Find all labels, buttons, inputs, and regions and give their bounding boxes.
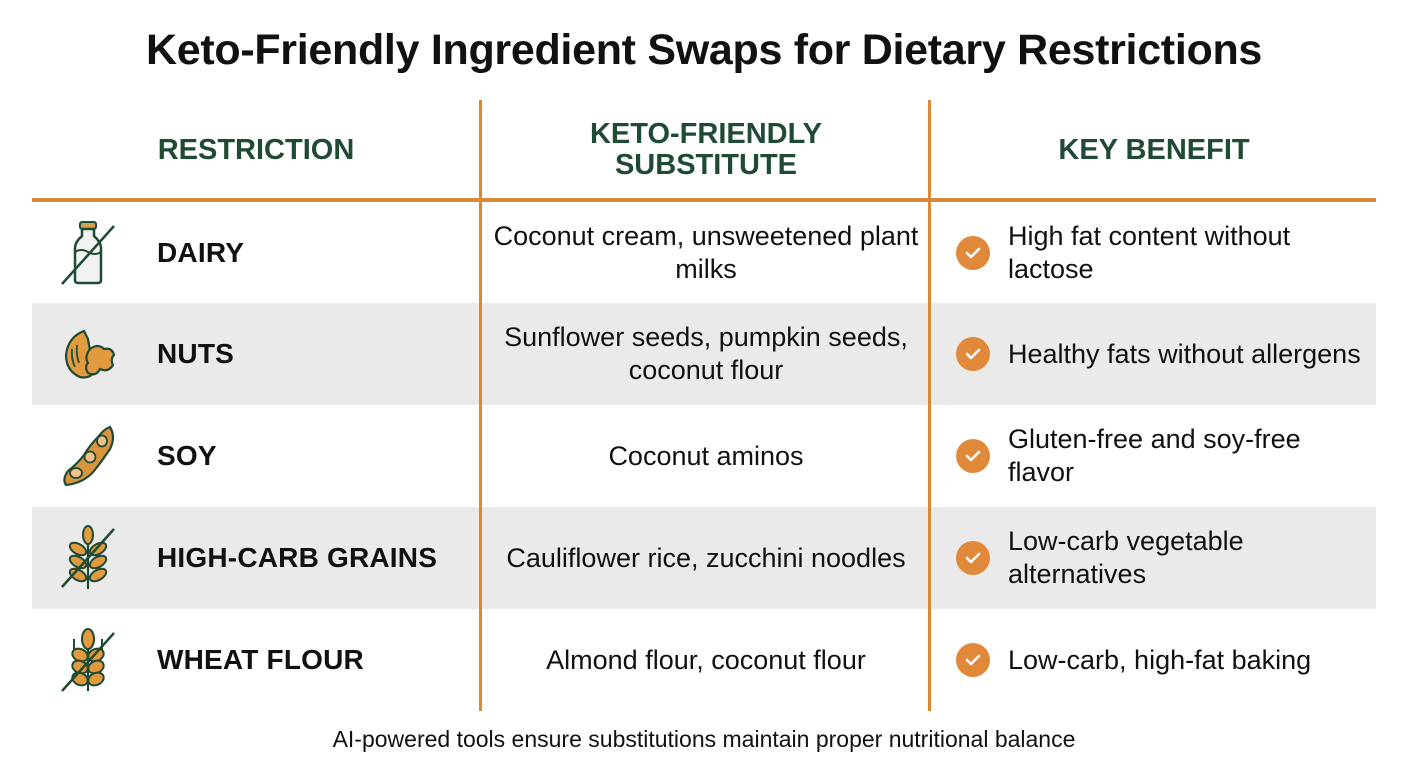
check-icon — [956, 236, 990, 270]
table-row: DAIRY Coconut cream, unsweetened plant m… — [32, 202, 1376, 304]
nuts-icon — [58, 319, 118, 389]
restriction-label: SOY — [157, 440, 217, 471]
header-substitute: KETO-FRIENDLY SUBSTITUTE — [483, 100, 929, 200]
substitute-cell: Coconut cream, unsweetened plant milks — [493, 221, 919, 284]
restriction-cell: WHEAT FLOUR — [32, 609, 480, 711]
benefit-text: Healthy fats without allergens — [1008, 338, 1361, 369]
column-divider-2 — [928, 100, 931, 711]
no-dairy-bottle-icon — [58, 218, 118, 288]
table-row: NUTS Sunflower seeds, pumpkin seeds, coc… — [32, 303, 1376, 405]
footer-caption: AI-powered tools ensure substitutions ma… — [332, 726, 1076, 752]
benefit-cell: Low-carb, high-fat baking — [932, 609, 1376, 711]
header-substitute-line1: KETO-FRIENDLY — [589, 118, 823, 150]
table-row: WHEAT FLOUR Almond flour, coconut flour … — [32, 609, 1376, 711]
no-grain-icon — [58, 523, 118, 593]
column-divider-1 — [479, 100, 482, 711]
substitute-cell: Sunflower seeds, pumpkin seeds, coconut … — [504, 322, 908, 385]
restriction-label: DAIRY — [157, 237, 245, 268]
benefit-text: Low-carb vegetable alternatives — [1008, 526, 1244, 589]
benefit-cell: Gluten-free and soy-free flavor — [932, 405, 1376, 507]
substitute-cell: Cauliflower rice, zucchini noodles — [506, 542, 906, 573]
substitute-cell: Coconut aminos — [608, 440, 804, 471]
check-icon — [956, 439, 990, 473]
restriction-cell: DAIRY — [32, 202, 480, 304]
soybean-pod-icon — [58, 421, 118, 491]
benefit-text: Gluten-free and soy-free flavor — [1008, 424, 1301, 487]
no-wheat-icon — [58, 625, 118, 695]
table-row: HIGH-CARB GRAINS Cauliflower rice, zucch… — [32, 507, 1376, 609]
substitute-cell: Almond flour, coconut flour — [546, 644, 866, 675]
restriction-cell: HIGH-CARB GRAINS — [32, 507, 480, 609]
page-title: Keto-Friendly Ingredient Swaps for Dieta… — [145, 26, 1263, 74]
benefit-cell: Healthy fats without allergens — [932, 303, 1376, 405]
header-divider — [32, 198, 1376, 202]
benefit-cell: Low-carb vegetable alternatives — [932, 507, 1376, 609]
swap-table: RESTRICTION KETO-FRIENDLY SUBSTITUTE KEY… — [32, 100, 1376, 711]
check-icon — [956, 643, 990, 677]
check-icon — [956, 541, 990, 575]
benefit-text: Low-carb, high-fat baking — [1008, 644, 1312, 675]
restriction-label: HIGH-CARB GRAINS — [157, 542, 438, 573]
restriction-label: WHEAT FLOUR — [157, 644, 364, 675]
header-benefit: KEY BENEFIT — [1058, 133, 1250, 166]
table-row: SOY Coconut aminos Gluten-free and soy-f… — [32, 405, 1376, 507]
header-restriction: RESTRICTION — [157, 133, 355, 166]
check-icon — [956, 337, 990, 371]
restriction-label: NUTS — [157, 338, 235, 369]
header-substitute-line2: SUBSTITUTE — [614, 149, 798, 181]
benefit-cell: High fat content without lactose — [932, 202, 1376, 304]
restriction-cell: SOY — [32, 405, 480, 507]
restriction-cell: NUTS — [32, 303, 480, 405]
benefit-text: High fat content without lactose — [1008, 221, 1291, 284]
